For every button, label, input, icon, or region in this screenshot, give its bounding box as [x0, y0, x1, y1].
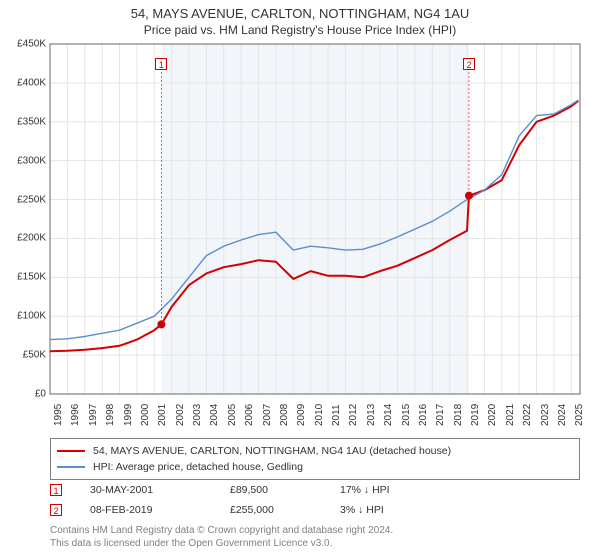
y-axis-label: £150K	[17, 272, 46, 283]
y-axis-label: £0	[35, 389, 46, 400]
y-axis-label: £200K	[17, 233, 46, 244]
sale-marker-box: 2	[463, 58, 475, 70]
x-axis-label: 2007	[262, 404, 273, 426]
sale-row-date: 30-MAY-2001	[90, 484, 230, 496]
footer-line-1: Contains HM Land Registry data © Crown c…	[50, 524, 393, 537]
sale-row-diff: 3% ↓ HPI	[340, 504, 460, 516]
x-axis-label: 1996	[70, 404, 81, 426]
sale-row-date: 08-FEB-2019	[90, 504, 230, 516]
sale-row-marker: 2	[50, 504, 62, 516]
y-axis-label: £400K	[17, 77, 46, 88]
y-axis-label: £450K	[17, 39, 46, 50]
x-axis-label: 1999	[123, 404, 134, 426]
x-axis-label: 2001	[157, 404, 168, 426]
x-axis-label: 2023	[540, 404, 551, 426]
chart-area: £0£50K£100K£150K£200K£250K£300K£350K£400…	[50, 44, 580, 394]
legend-row: 54, MAYS AVENUE, CARLTON, NOTTINGHAM, NG…	[57, 443, 573, 459]
sale-row-price: £89,500	[230, 484, 340, 496]
x-axis-label: 2004	[209, 404, 220, 426]
title-block: 54, MAYS AVENUE, CARLTON, NOTTINGHAM, NG…	[0, 0, 600, 37]
legend-swatch	[57, 466, 85, 467]
sale-point-dot	[157, 320, 165, 328]
sale-row-diff: 17% ↓ HPI	[340, 484, 460, 496]
chart-subtitle: Price paid vs. HM Land Registry's House …	[0, 23, 600, 37]
sale-row: 2 08-FEB-2019£255,0003% ↓ HPI	[50, 500, 580, 520]
y-axis-label: £50K	[23, 350, 46, 361]
legend-row: HPI: Average price, detached house, Gedl…	[57, 459, 573, 475]
x-axis-label: 1997	[88, 404, 99, 426]
shaded-band	[161, 44, 469, 394]
x-axis-label: 2025	[574, 404, 585, 426]
sale-table: 1 30-MAY-2001£89,50017% ↓ HPI 2 08-FEB-2019…	[50, 480, 580, 520]
x-axis-label: 1998	[105, 404, 116, 426]
x-axis-label: 1995	[53, 404, 64, 426]
x-axis-label: 2017	[435, 404, 446, 426]
legend-label: 54, MAYS AVENUE, CARLTON, NOTTINGHAM, NG…	[93, 445, 451, 457]
y-axis-label: £100K	[17, 311, 46, 322]
chart-title: 54, MAYS AVENUE, CARLTON, NOTTINGHAM, NG…	[0, 6, 600, 21]
sale-row-price: £255,000	[230, 504, 340, 516]
legend-label: HPI: Average price, detached house, Gedl…	[93, 461, 303, 473]
x-axis-label: 2013	[366, 404, 377, 426]
footer-line-2: This data is licensed under the Open Gov…	[50, 537, 393, 550]
legend-box: 54, MAYS AVENUE, CARLTON, NOTTINGHAM, NG…	[50, 438, 580, 480]
x-axis-label: 2006	[244, 404, 255, 426]
chart-container: 54, MAYS AVENUE, CARLTON, NOTTINGHAM, NG…	[0, 0, 600, 560]
x-axis-label: 2011	[331, 404, 342, 426]
y-axis-label: £250K	[17, 194, 46, 205]
x-axis-label: 2003	[192, 404, 203, 426]
x-axis-label: 2009	[296, 404, 307, 426]
legend-swatch	[57, 450, 85, 452]
x-axis-label: 2024	[557, 404, 568, 426]
sale-marker-box: 1	[155, 58, 167, 70]
x-axis-label: 2015	[401, 404, 412, 426]
x-axis-label: 2019	[470, 404, 481, 426]
x-axis-label: 2022	[522, 404, 533, 426]
x-axis-label: 2002	[175, 404, 186, 426]
x-axis-label: 2014	[383, 404, 394, 426]
x-axis-label: 2005	[227, 404, 238, 426]
footer-attribution: Contains HM Land Registry data © Crown c…	[50, 524, 393, 550]
x-axis-label: 2012	[348, 404, 359, 426]
x-axis-label: 2008	[279, 404, 290, 426]
x-axis-label: 2018	[453, 404, 464, 426]
x-axis-label: 2020	[487, 404, 498, 426]
y-axis-label: £350K	[17, 116, 46, 127]
x-axis-label: 2000	[140, 404, 151, 426]
x-axis-label: 2016	[418, 404, 429, 426]
sale-row-marker: 1	[50, 484, 62, 496]
sale-row: 1 30-MAY-2001£89,50017% ↓ HPI	[50, 480, 580, 500]
x-axis-label: 2010	[314, 404, 325, 426]
sale-point-dot	[465, 192, 473, 200]
x-axis-label: 2021	[505, 404, 516, 426]
y-axis-label: £300K	[17, 155, 46, 166]
chart-svg	[50, 44, 580, 394]
